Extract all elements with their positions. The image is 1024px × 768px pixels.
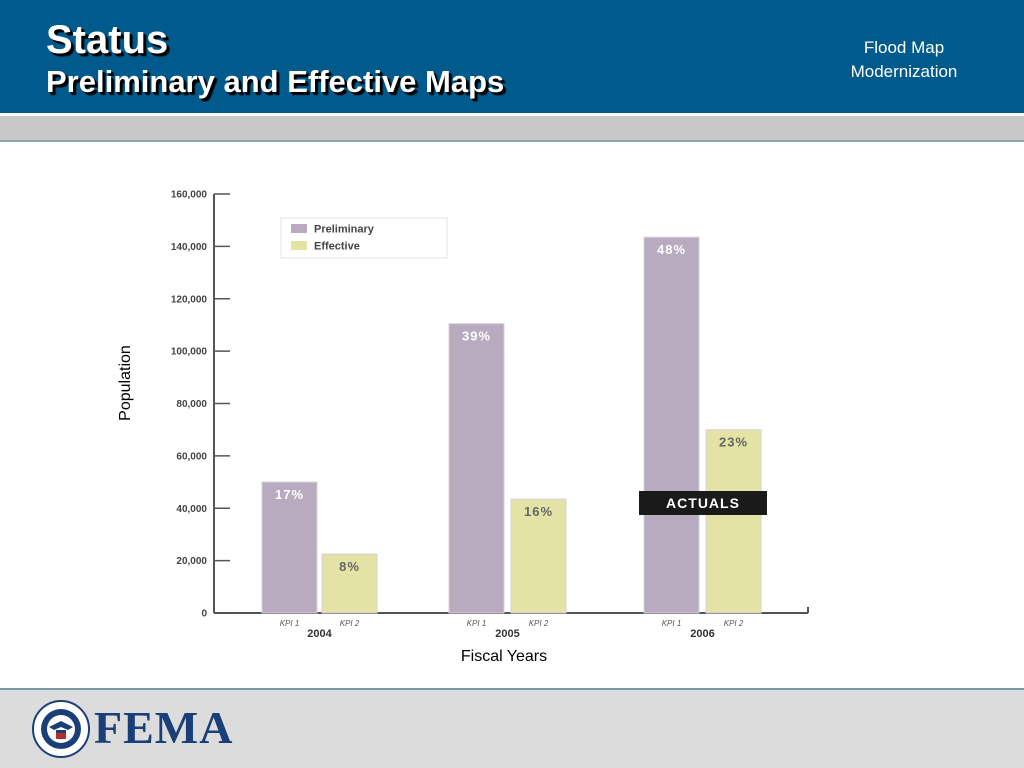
page-subtitle: Preliminary and Effective Maps <box>46 64 505 99</box>
y-tick-label-7: 140,000 <box>171 242 208 253</box>
bar-effective-2006 <box>705 429 762 614</box>
bar-label-preliminary-2005: 39% <box>462 329 491 344</box>
y-tick-label-1: 20,000 <box>176 556 207 567</box>
actuals-annotation-text: ACTUALS <box>666 495 740 511</box>
actuals-annotation-box <box>639 491 767 515</box>
bar-effective-2005 <box>510 498 567 614</box>
x-category-label-2004: 2004 <box>307 628 332 640</box>
kpi-label-preliminary-2006: KPI 1 <box>662 619 682 628</box>
y-tick-label-2: 40,000 <box>176 504 207 515</box>
footer-divider <box>0 688 1024 690</box>
kpi-label-preliminary-2004: KPI 1 <box>280 619 300 628</box>
bar-label-effective-2005: 16% <box>524 504 553 519</box>
fema-logo: FEMA <box>94 702 234 753</box>
bar-label-effective-2006: 23% <box>719 435 748 450</box>
bar-label-preliminary-2006: 48% <box>657 242 686 257</box>
footer: FEMA <box>0 690 1024 768</box>
kpi-label-effective-2004: KPI 2 <box>340 619 360 628</box>
bar-preliminary-2005 <box>448 323 505 614</box>
y-tick-label-8: 160,000 <box>171 190 208 201</box>
y-tick-label-4: 80,000 <box>176 399 207 410</box>
header-banner: Status Preliminary and Effective Maps Fl… <box>0 0 1024 113</box>
bar-effective-2004 <box>321 553 378 614</box>
bar-preliminary-2004 <box>261 481 318 614</box>
legend-swatch-effective <box>291 241 307 250</box>
program-name-line2: Modernization <box>850 62 958 81</box>
legend-box <box>280 217 448 259</box>
y-tick-label-0: 0 <box>201 609 207 620</box>
bar-label-effective-2004: 8% <box>339 559 360 574</box>
kpi-label-preliminary-2005: KPI 1 <box>467 619 487 628</box>
y-tick-label-3: 60,000 <box>176 451 207 462</box>
x-axis-label: Fiscal Years <box>460 648 548 665</box>
y-tick-label-5: 100,000 <box>171 347 208 358</box>
program-name-line1: Flood Map <box>863 38 945 57</box>
kpi-label-effective-2006: KPI 2 <box>724 619 744 628</box>
bar-preliminary-2006 <box>643 236 700 614</box>
header-divider <box>0 113 1024 116</box>
page-title: Status <box>46 18 169 62</box>
y-tick-label-6: 120,000 <box>171 294 208 305</box>
kpi-label-effective-2005: KPI 2 <box>529 619 549 628</box>
x-category-label-2005: 2005 <box>495 628 519 640</box>
program-name: Flood Map Modernization <box>834 36 974 84</box>
dhs-seal-icon <box>32 700 90 758</box>
y-axis-label: Population <box>117 345 134 421</box>
legend-label-effective: Effective <box>314 241 360 253</box>
header-band <box>0 116 1024 142</box>
bar-label-preliminary-2004: 17% <box>275 487 304 502</box>
x-category-label-2006: 2006 <box>690 628 714 640</box>
bar-chart: 0 20,000 40,000 60,000 80,000 100,000 120,000 1… <box>171 190 809 640</box>
legend-label-preliminary: Preliminary <box>314 224 375 236</box>
legend-swatch-preliminary <box>291 224 307 233</box>
